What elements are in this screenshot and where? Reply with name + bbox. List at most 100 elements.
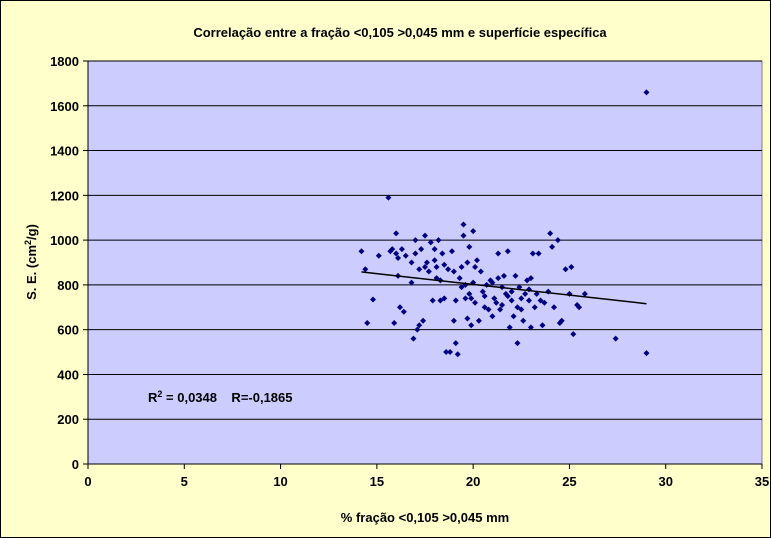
point	[576, 304, 583, 311]
y-tick-label: 0	[72, 457, 79, 472]
point	[427, 239, 434, 246]
x-tick-label: 35	[755, 474, 769, 489]
point	[422, 232, 428, 239]
point	[472, 263, 479, 270]
point	[425, 268, 432, 275]
point	[581, 290, 588, 297]
point	[464, 315, 471, 322]
point	[433, 263, 440, 270]
point	[458, 284, 465, 291]
point	[472, 299, 479, 306]
trendline	[361, 271, 647, 305]
point	[570, 331, 577, 338]
point	[445, 266, 452, 273]
point	[462, 295, 469, 302]
point	[400, 308, 407, 315]
point	[468, 295, 475, 302]
point	[518, 295, 525, 302]
point	[414, 326, 421, 333]
point	[524, 277, 531, 284]
point	[522, 290, 529, 297]
point	[396, 304, 403, 311]
point	[537, 297, 544, 304]
point	[485, 306, 492, 313]
point	[422, 263, 428, 270]
point	[568, 263, 575, 270]
point	[562, 266, 569, 273]
point	[504, 293, 511, 300]
point	[612, 335, 619, 342]
point	[416, 266, 423, 273]
point	[439, 250, 446, 257]
point	[512, 272, 519, 279]
point	[518, 306, 525, 313]
y-tick-label: 600	[57, 323, 79, 338]
x-axis-label: % fração <0,105 >0,045 mm	[341, 510, 509, 525]
point	[393, 250, 400, 257]
point	[423, 259, 430, 266]
point	[554, 237, 561, 244]
point	[470, 228, 477, 235]
x-tick-label: 10	[273, 474, 287, 489]
point	[558, 317, 565, 324]
x-tick-label: 25	[562, 474, 576, 489]
annotation: R2 = 0,0348 R=-0,1865	[148, 389, 293, 405]
y-tick-label: 1400	[50, 144, 79, 159]
chart-title: Correlação entre a fração <0,105 >0,045 …	[193, 25, 607, 40]
y-tick-label: 1600	[50, 99, 79, 114]
point	[481, 293, 488, 300]
point	[643, 350, 650, 357]
point	[499, 302, 506, 309]
point	[402, 252, 409, 259]
point	[441, 261, 448, 268]
point	[479, 288, 486, 295]
point	[410, 335, 417, 342]
point	[420, 317, 427, 324]
point	[466, 290, 473, 297]
x-tick-label: 5	[181, 474, 188, 489]
point	[408, 259, 415, 266]
point	[408, 279, 415, 286]
point	[364, 319, 371, 326]
point	[495, 275, 502, 282]
point	[510, 313, 517, 320]
y-tick-label: 1200	[50, 188, 79, 203]
x-tick-label: 20	[466, 474, 480, 489]
point	[506, 324, 513, 331]
point	[547, 230, 554, 237]
point	[527, 324, 534, 331]
point	[362, 266, 369, 273]
point	[481, 304, 488, 311]
point	[448, 248, 455, 255]
point	[464, 259, 471, 266]
point	[504, 248, 511, 255]
point	[514, 340, 521, 347]
point	[460, 232, 467, 239]
point	[466, 243, 473, 250]
point	[489, 279, 496, 286]
point	[527, 275, 534, 282]
point	[468, 322, 475, 329]
point	[529, 250, 536, 257]
point	[395, 255, 402, 262]
point	[551, 304, 558, 311]
point	[489, 313, 496, 320]
point	[450, 268, 457, 275]
point	[491, 295, 498, 302]
point	[508, 297, 515, 304]
point	[429, 297, 436, 304]
point	[535, 250, 542, 257]
point	[393, 230, 400, 237]
point	[475, 317, 482, 324]
point	[431, 257, 438, 264]
y-tick-label: 200	[57, 412, 79, 427]
point	[441, 295, 448, 302]
point	[531, 304, 538, 311]
point	[418, 246, 425, 253]
point	[514, 304, 521, 311]
y-tick-label: 1000	[50, 233, 79, 248]
point	[398, 246, 405, 253]
point	[458, 263, 465, 270]
point	[500, 272, 507, 279]
